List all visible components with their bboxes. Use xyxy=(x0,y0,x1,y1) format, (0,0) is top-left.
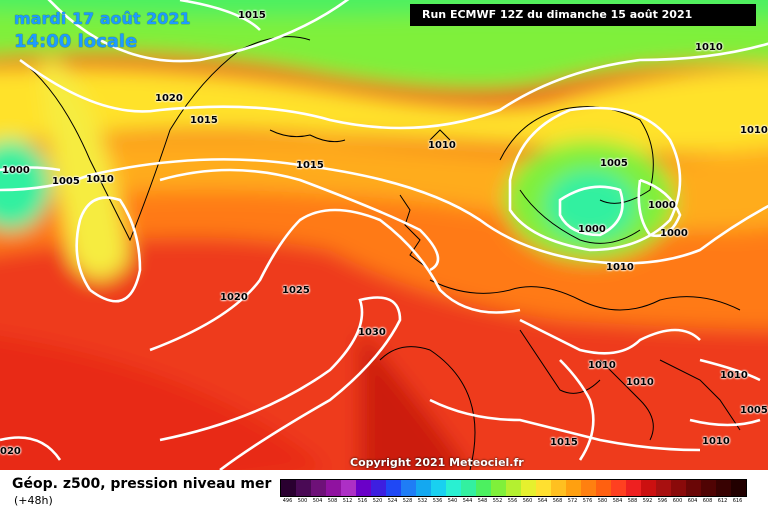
color-scale-tick: 548 xyxy=(477,498,488,504)
color-scale-tick: 592 xyxy=(642,498,653,504)
isobar-label: 1000 xyxy=(660,228,688,239)
color-scale-swatch xyxy=(386,480,401,496)
color-scale-swatch xyxy=(446,480,461,496)
color-scale-swatch xyxy=(281,480,296,496)
color-scale-tick: 504 xyxy=(312,498,323,504)
color-scale-tick: 576 xyxy=(582,498,593,504)
color-scale-swatch xyxy=(356,480,371,496)
color-scale-swatch xyxy=(551,480,566,496)
color-scale-swatch xyxy=(731,480,746,496)
color-scale-swatch xyxy=(716,480,731,496)
color-scale-swatch xyxy=(641,480,656,496)
color-scale-swatch xyxy=(566,480,581,496)
isobar-label: 1025 xyxy=(282,285,310,296)
color-scale-tick: 596 xyxy=(657,498,668,504)
copyright-text: Copyright 2021 Meteociel.fr xyxy=(350,456,524,469)
color-scale-swatch xyxy=(626,480,641,496)
color-scale-swatch xyxy=(506,480,521,496)
color-scale-swatch xyxy=(371,480,386,496)
color-scale-swatch xyxy=(521,480,536,496)
isobar-label: 1010 xyxy=(740,125,768,136)
color-scale-tick: 560 xyxy=(522,498,533,504)
isobar-label: 1015 xyxy=(190,115,218,126)
color-scale-tick: 516 xyxy=(357,498,368,504)
color-scale-tick: 496 xyxy=(282,498,293,504)
color-scale-tick: 512 xyxy=(342,498,353,504)
color-scale-swatch xyxy=(476,480,491,496)
color-scale xyxy=(280,479,747,497)
color-scale-tick: 532 xyxy=(417,498,428,504)
color-scale-tick: 568 xyxy=(552,498,563,504)
isobar-label: 1015 xyxy=(296,160,324,171)
color-scale-tick: 580 xyxy=(597,498,608,504)
color-scale-swatch xyxy=(701,480,716,496)
run-info: Run ECMWF 12Z du dimanche 15 août 2021 xyxy=(410,4,756,26)
color-scale-swatch xyxy=(326,480,341,496)
isobar-label: 1010 xyxy=(428,140,456,151)
color-scale-tick: 572 xyxy=(567,498,578,504)
map-canvas xyxy=(0,0,768,470)
color-scale-tick: 584 xyxy=(612,498,623,504)
color-scale-swatch xyxy=(686,480,701,496)
color-scale-swatch xyxy=(671,480,686,496)
legend-subtitle: (+48h) xyxy=(14,494,53,507)
isobar-label: 1010 xyxy=(86,174,114,185)
color-scale-tick: 524 xyxy=(387,498,398,504)
isobar-label: 1010 xyxy=(702,436,730,447)
color-scale-tick: 500 xyxy=(297,498,308,504)
isobar-label: 020 xyxy=(0,446,21,457)
isobar-label: 1010 xyxy=(588,360,616,371)
color-scale-tick: 608 xyxy=(702,498,713,504)
color-scale-swatch xyxy=(431,480,446,496)
color-scale-tick: 528 xyxy=(402,498,413,504)
isobar-label: 1030 xyxy=(358,327,386,338)
isobar-label: 1000 xyxy=(648,200,676,211)
color-scale-swatch xyxy=(296,480,311,496)
color-scale-swatch xyxy=(416,480,431,496)
isobar-label: 1000 xyxy=(578,224,606,235)
isobar-label: 1020 xyxy=(155,93,183,104)
isobar-label: 1005 xyxy=(52,176,80,187)
color-scale-tick: 588 xyxy=(627,498,638,504)
forecast-date: mardi 17 août 2021 xyxy=(14,9,191,28)
isobars xyxy=(0,0,768,470)
color-scale-tick: 564 xyxy=(537,498,548,504)
color-scale-tick: 600 xyxy=(672,498,683,504)
color-scale-swatch xyxy=(311,480,326,496)
isobar-label: 1010 xyxy=(626,377,654,388)
color-scale-swatch xyxy=(341,480,356,496)
color-scale-tick: 552 xyxy=(492,498,503,504)
isobar-label: 1010 xyxy=(606,262,634,273)
isobar-label: 1010 xyxy=(720,370,748,381)
color-scale-swatch xyxy=(491,480,506,496)
forecast-time: 14:00 locale xyxy=(14,31,138,52)
color-scale-tick: 520 xyxy=(372,498,383,504)
color-scale-tick: 604 xyxy=(687,498,698,504)
weather-map: mardi 17 août 2021 14:00 locale Run ECMW… xyxy=(0,0,768,470)
color-scale-swatch xyxy=(581,480,596,496)
color-scale-tick: 536 xyxy=(432,498,443,504)
legend-title: Géop. z500, pression niveau mer xyxy=(12,476,272,492)
color-scale-swatch xyxy=(656,480,671,496)
isobar-label: 1020 xyxy=(220,292,248,303)
color-scale-swatch xyxy=(596,480,611,496)
color-scale-swatch xyxy=(401,480,416,496)
color-scale-tick: 544 xyxy=(462,498,473,504)
color-scale-tick: 556 xyxy=(507,498,518,504)
color-scale-swatch xyxy=(611,480,626,496)
isobar-label: 1010 xyxy=(695,42,723,53)
color-scale-swatch xyxy=(536,480,551,496)
color-scale-swatch xyxy=(461,480,476,496)
isobar-label: 1015 xyxy=(550,437,578,448)
color-scale-tick: 508 xyxy=(327,498,338,504)
isobar-label: 1000 xyxy=(2,165,30,176)
isobar-label: 1005 xyxy=(740,405,768,416)
color-scale-tick: 616 xyxy=(732,498,743,504)
isobar-label: 1005 xyxy=(600,158,628,169)
color-scale-tick: 540 xyxy=(447,498,458,504)
isobar-label: 1015 xyxy=(238,10,266,21)
color-scale-ticks: 496 500 504 508 512 516 520 524 528 532 536 540 544 5… xyxy=(280,498,745,504)
color-scale-tick: 612 xyxy=(717,498,728,504)
